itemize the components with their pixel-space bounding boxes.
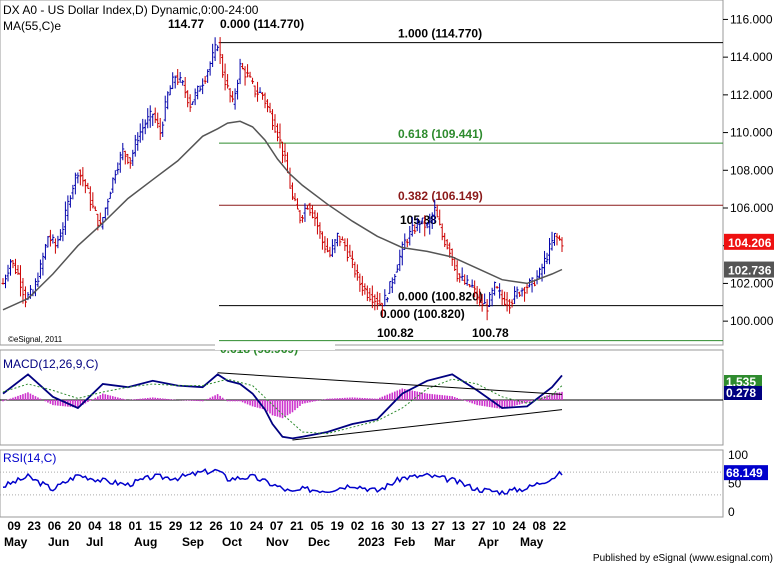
x-day-label: 21 xyxy=(290,519,304,533)
x-day-label: 10 xyxy=(230,519,244,533)
x-day-label: 18 xyxy=(108,519,122,533)
ma-value-tag xyxy=(724,261,774,278)
x-day-label: 13 xyxy=(411,519,425,533)
price-annotation: 105.88 xyxy=(400,213,437,227)
x-month-label: Jun xyxy=(48,535,69,549)
x-day-label: 27 xyxy=(432,519,446,533)
x-day-label: 07 xyxy=(270,519,284,533)
fib-label: 1.000 (114.770) xyxy=(398,27,482,41)
x-month-label: Aug xyxy=(134,535,157,549)
x-day-label: 24 xyxy=(512,519,526,533)
macd-trendline-upper xyxy=(217,372,563,395)
price-y-tick-label: 102.000 xyxy=(730,276,774,290)
price-y-tick-label: 110.000 xyxy=(730,126,773,140)
x-day-label: 29 xyxy=(169,519,183,533)
last-price-label: 104.206 xyxy=(728,236,772,250)
price-panel-frame xyxy=(0,0,724,346)
x-day-label: 12 xyxy=(189,519,203,533)
rsi-value: 68.149 xyxy=(726,466,763,480)
x-month-label: Mar xyxy=(434,535,456,549)
x-month-label: 2023 xyxy=(358,535,385,549)
x-axis: 09 23 06 20 04 18 01 15 29 12 26 10 24 07 21 05 19 02 16 30… xyxy=(4,519,566,549)
x-month-label: Dec xyxy=(308,535,330,549)
price-y-tick-label: 106.000 xyxy=(730,201,774,215)
x-month-label: Apr xyxy=(478,535,499,549)
x-day-label: 27 xyxy=(472,519,486,533)
x-day-label: 08 xyxy=(533,519,547,533)
x-month-label: Nov xyxy=(266,535,289,549)
price-y-tick-label: 112.000 xyxy=(730,88,773,102)
x-day-label: 13 xyxy=(452,519,466,533)
macd-panel-frame xyxy=(0,349,724,446)
price-annotation: 100.82 xyxy=(377,326,414,340)
macd-signal-tag xyxy=(724,375,762,389)
footer-bar xyxy=(0,549,777,565)
price-y-tick-label: 114.000 xyxy=(730,50,773,64)
x-month-label: May xyxy=(520,535,544,549)
ma-line xyxy=(2,120,563,311)
x-day-label: 16 xyxy=(371,519,385,533)
rsi-y-tick-label: 100 xyxy=(728,448,748,462)
ma-legend: MA(55,C)e xyxy=(3,19,61,33)
watermark: ©eSignal, 2011 xyxy=(8,335,63,344)
x-day-label: 15 xyxy=(149,519,163,533)
x-day-label: 01 xyxy=(129,519,143,533)
macd-signal-line xyxy=(2,378,563,435)
x-day-label: 30 xyxy=(391,519,405,533)
macd-signal-value: 1.535 xyxy=(726,375,756,389)
x-day-label: 24 xyxy=(250,519,264,533)
chart-title: DX A0 - US Dollar Index,D) Dynamic,0:00-… xyxy=(3,3,259,17)
x-month-label: Oct xyxy=(222,535,242,549)
macd-value: 0.278 xyxy=(726,386,756,400)
price-annotation: 0.000 (100.820) xyxy=(380,307,465,321)
price-annotation: 0.000 (114.770) xyxy=(220,17,304,31)
last-price-tag xyxy=(724,233,774,250)
fib-label: 0.382 (106.149) xyxy=(398,189,483,203)
x-month-label: Jul xyxy=(86,535,103,549)
x-month-label: Feb xyxy=(394,535,415,549)
macd-value-tag xyxy=(724,386,762,400)
rsi-line xyxy=(2,468,563,496)
rsi-title: RSI(14,C) xyxy=(3,451,56,465)
price-y-tick-label: 108.000 xyxy=(730,163,774,177)
x-day-label: 22 xyxy=(553,519,567,533)
x-day-label: 19 xyxy=(331,519,345,533)
rsi-y-tick-label: 0 xyxy=(728,505,735,519)
ma-value-label: 102.736 xyxy=(728,264,772,278)
fib-label-mask xyxy=(215,343,335,350)
x-day-label: 06 xyxy=(48,519,62,533)
x-day-label: 04 xyxy=(88,519,102,533)
x-day-label: 10 xyxy=(492,519,506,533)
fib-label: 0.618 (109.441) xyxy=(398,127,483,141)
price-y-tick-label: 100.000 xyxy=(730,314,774,328)
price-annotation: 114.77 xyxy=(168,17,204,31)
price-panel: 116.000 114.000 112.000 110.000 108.000 106.0… xyxy=(1,12,774,356)
fib-label: 0.000 (100.820) xyxy=(398,290,483,304)
macd-title: MACD(12,26,9,C) xyxy=(3,357,98,371)
x-day-label: 02 xyxy=(351,519,365,533)
x-day-label: 05 xyxy=(310,519,324,533)
macd-trendline-lower xyxy=(292,409,563,441)
x-day-label: 26 xyxy=(209,519,223,533)
rsi-value-tag xyxy=(724,465,768,481)
x-day-label: 09 xyxy=(7,519,21,533)
price-y-tick-label: 116.000 xyxy=(730,12,773,26)
rsi-panel-frame xyxy=(0,449,724,518)
x-month-label: May xyxy=(4,535,28,549)
footer-credit: Published by eSignal (www.esignal.com) xyxy=(593,553,773,564)
x-month-label: Sep xyxy=(182,535,204,549)
x-day-label: 20 xyxy=(68,519,82,533)
price-annotation: 100.78 xyxy=(472,326,509,340)
x-day-label: 23 xyxy=(28,519,42,533)
macd-line xyxy=(2,373,563,440)
